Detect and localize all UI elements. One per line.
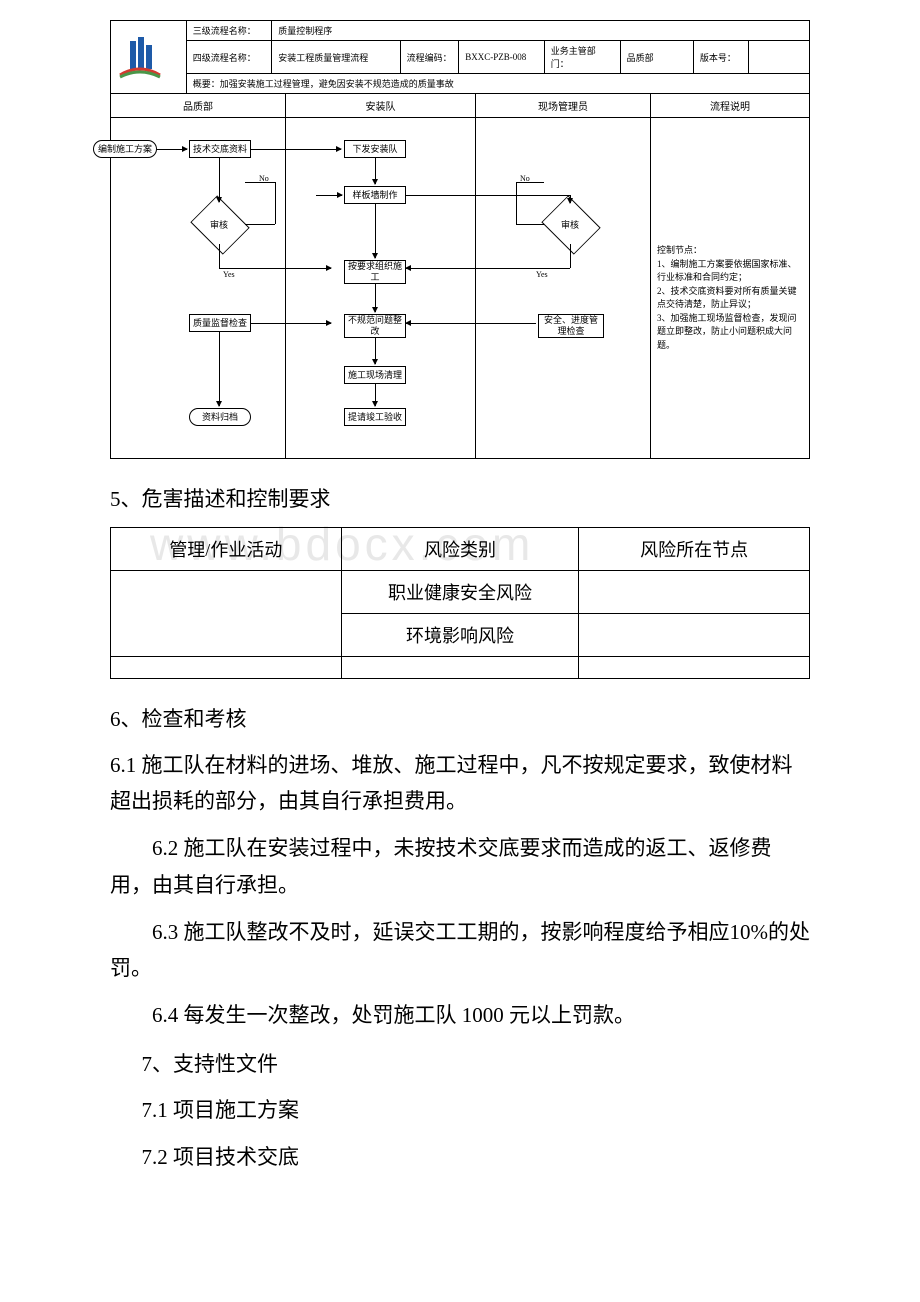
risk-cell [579,570,810,613]
logo-cell [111,21,187,94]
arrow [219,244,220,268]
ver-value [748,41,809,74]
risk-cell [111,570,342,656]
risk-cell [579,613,810,656]
swimlane-headers: 品质部 安装队 现场管理员 流程说明 [110,94,810,118]
risk-cell-env: 环境影响风险 [341,613,579,656]
arrow [570,195,571,203]
arrow [375,204,376,258]
node-quality-check: 质量监督检查 [189,314,251,332]
lane-2-header: 安装队 [286,94,476,118]
edge-yes: Yes [536,270,548,279]
para-6-4: 6.4 每发生一次整改，处罚施工队 1000 元以上罚款。 [110,997,810,1034]
arrow [251,149,341,150]
node-safety-check: 安全、进度管理检查 [538,314,604,338]
node-audit-2: 审核 [544,206,596,242]
l4-name-label: 四级流程名称： [186,41,272,74]
arrow [275,182,276,224]
node-issue: 下发安装队 [344,140,406,158]
lane-4: 控制节点： 1、编制施工方案要依据国家标准、行业标准和合同约定； 2、技术交底资… [651,118,810,458]
risk-th3: 风险所在节点 [579,527,810,570]
arrow [245,224,275,225]
risk-table: 管理/作业活动 风险类别 风险所在节点 职业健康安全风险 环境影响风险 [110,527,810,679]
section-7-heading: 7、支持性文件 [110,1048,810,1078]
notes-1: 1、编制施工方案要依据国家标准、行业标准和合同约定； [657,258,803,285]
notes-title: 控制节点： [657,244,803,258]
code-label: 流程编码： [400,41,459,74]
arrow [316,195,342,196]
company-logo [111,32,169,82]
section-5-heading: 5、危害描述和控制要求 [110,483,810,513]
arrow [570,244,571,268]
risk-cell [111,656,342,678]
flowchart-container: 三级流程名称： 质量控制程序 四级流程名称： 安装工程质量管理流程 流程编码： … [110,20,810,459]
arrow [219,158,220,202]
risk-cell-occ: 职业健康安全风险 [341,570,579,613]
edge-no: No [259,174,269,183]
code-value: BXXC-PZB-008 [459,41,545,74]
para-7-1: 7.1 项目施工方案 [110,1092,810,1129]
flowchart-body: 编制施工方案 技术交底资料 审核 质量监督检查 资料归档 No [110,118,810,459]
l4-name-value: 安装工程质量管理流程 [272,41,400,74]
lane-3-header: 现场管理员 [476,94,651,118]
arrow [406,268,570,269]
node-construct: 按要求组织施工 [344,260,406,284]
para-6-2: 6.2 施工队在安装过程中，未按技术交底要求而造成的返工、返修费用，由其自行承担… [110,830,810,904]
risk-th1: 管理/作业活动 [111,527,342,570]
node-acceptance: 提请竣工验收 [344,408,406,426]
lane-1-header: 品质部 [111,94,286,118]
arrow [516,224,544,225]
notes-2: 2、技术交底资料要对所有质量关键点交待清楚，防止异议； [657,285,803,312]
node-archive: 资料归档 [189,408,251,426]
summary: 概要：加强安装施工过程管理，避免因安装不规范造成的质量事故 [186,74,809,94]
arrow [157,149,187,150]
l3-name-label: 三级流程名称： [186,21,272,41]
lane-2: 下发安装队 样板墙制作 按要求组织施工 不规范问题整改 施工现场清理 提请竣工验… [286,118,476,458]
node-cleanup: 施工现场清理 [344,366,406,384]
edge-no: No [520,174,530,183]
arrow [219,332,220,406]
arrow [375,338,376,364]
arrow [375,284,376,312]
node-audit-1: 审核 [193,206,245,242]
node-start: 编制施工方案 [93,140,157,158]
risk-th2: 风险类别 [341,527,579,570]
para-7-2: 7.2 项目技术交底 [110,1139,810,1176]
flowchart-header-table: 三级流程名称： 质量控制程序 四级流程名称： 安装工程质量管理流程 流程编码： … [110,20,810,94]
arrow [375,158,376,184]
lane-4-header: 流程说明 [651,94,810,118]
arrow [516,182,517,224]
dept-value: 品质部 [620,41,693,74]
lane-3: 审核 安全、进度管理检查 No Yes [476,118,651,458]
dept-label: 业务主管部门： [544,41,620,74]
node-rectify: 不规范问题整改 [344,314,406,338]
arrow [375,384,376,406]
para-6-3: 6.3 施工队整改不及时，延误交工工期的，按影响程度给予相应10%的处罚。 [110,914,810,988]
risk-cell [341,656,579,678]
node-sample-wall: 样板墙制作 [344,186,406,204]
para-6-1: 6.1 施工队在材料的进场、堆放、施工过程中，凡不按规定要求，致使材料超出损耗的… [110,747,810,821]
node-tech-doc: 技术交底资料 [189,140,251,158]
notes-3: 3、加强施工现场监督检查，发现问题立即整改，防止小问题积成大问题。 [657,312,803,353]
lane-1: 编制施工方案 技术交底资料 审核 质量监督检查 资料归档 No [111,118,286,458]
arrow [406,323,536,324]
section-6-heading: 6、检查和考核 [110,703,810,733]
risk-cell [579,656,810,678]
l3-name-value: 质量控制程序 [272,21,810,41]
edge-yes: Yes [223,270,235,279]
ver-label: 版本号： [693,41,748,74]
